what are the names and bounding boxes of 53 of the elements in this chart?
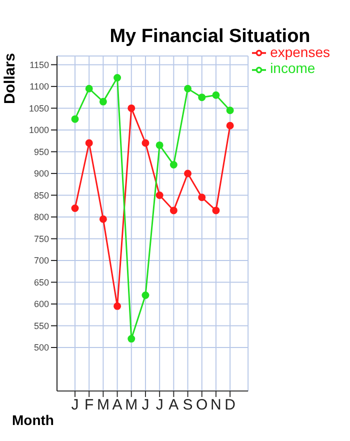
y-tick-label: 750	[34, 234, 49, 244]
x-tick-label: M	[96, 396, 110, 414]
point	[85, 139, 93, 147]
y-tick-label: 500	[34, 342, 49, 353]
point	[142, 139, 150, 147]
y-tick-label: 1000	[28, 125, 49, 136]
x-tick-label: S	[182, 396, 193, 414]
y-tick-label: 1100	[30, 82, 49, 92]
y-tick-label: 650	[34, 277, 49, 288]
x-tick-label: D	[224, 396, 236, 414]
point	[71, 204, 79, 212]
legend-label: income	[270, 60, 316, 76]
x-tick-label: A	[112, 396, 122, 414]
point	[184, 170, 192, 178]
x-tick-label: A	[168, 396, 179, 414]
y-tick-label: 700	[34, 256, 49, 266]
y-tick-label: 1150	[30, 60, 49, 70]
point	[114, 74, 122, 82]
x-axis-title: Month	[12, 412, 54, 428]
point	[85, 84, 93, 92]
point	[170, 206, 178, 214]
y-tick-label: 950	[34, 146, 49, 157]
x-tick-label: J	[156, 396, 164, 414]
point	[156, 141, 164, 149]
point	[226, 122, 234, 130]
x-tick-label: N	[210, 396, 222, 414]
point	[142, 292, 150, 300]
point	[212, 91, 220, 99]
point	[170, 161, 178, 169]
y-tick-label: 800	[34, 212, 49, 222]
point	[114, 302, 122, 310]
y-axis-title: Dollars	[2, 52, 18, 106]
point	[226, 106, 234, 114]
y-tick-label: 550	[34, 320, 49, 331]
point	[184, 84, 192, 92]
point	[212, 206, 220, 214]
x-tick-label: F	[84, 396, 94, 414]
point	[71, 115, 79, 123]
point	[128, 104, 136, 112]
point	[198, 194, 206, 202]
point	[99, 215, 107, 223]
y-tick-label: 1050	[28, 103, 49, 114]
x-tick-label: M	[125, 396, 138, 414]
x-tick-label: J	[142, 396, 150, 414]
point	[99, 98, 107, 106]
y-tick-label: 600	[34, 299, 49, 310]
point	[128, 335, 136, 343]
x-tick-label: J	[71, 396, 79, 414]
x-tick-label: O	[196, 396, 208, 414]
y-tick-label: 900	[34, 168, 49, 179]
y-tick-label: 850	[34, 190, 49, 200]
point	[198, 94, 206, 102]
point	[156, 191, 164, 199]
